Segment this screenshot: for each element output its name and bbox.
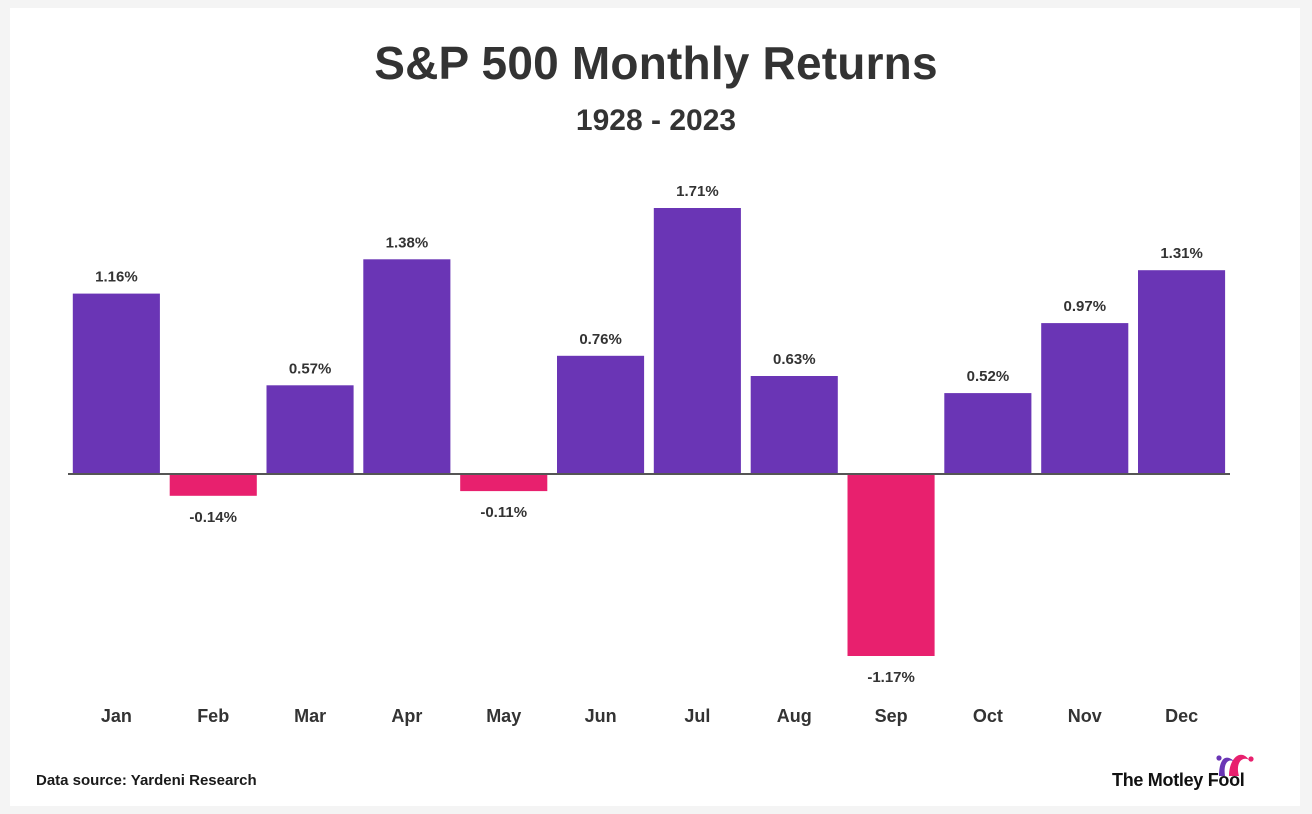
bar-jul xyxy=(653,208,741,474)
data-label-jan: 1.16% xyxy=(95,269,138,286)
bar-mar xyxy=(266,385,354,474)
data-label-jul: 1.71% xyxy=(676,183,719,200)
x-tick-label-apr: Apr xyxy=(391,706,422,726)
x-tick-label-jul: Jul xyxy=(684,706,710,726)
data-label-may: -0.11% xyxy=(480,504,527,521)
jester-hat-icon xyxy=(1216,754,1254,776)
chart-subtitle: 1928 - 2023 xyxy=(575,104,737,137)
bar-aug xyxy=(750,376,838,474)
chart-title: S&P 500 Monthly Returns xyxy=(374,37,938,89)
x-tick-label-sep: Sep xyxy=(875,706,908,726)
x-tick-label-oct: Oct xyxy=(973,706,1003,726)
bar-apr xyxy=(363,259,451,474)
x-tick-label-aug: Aug xyxy=(777,706,812,726)
data-label-sep: -1.17% xyxy=(867,669,915,686)
data-source-note: Data source: Yardeni Research xyxy=(36,772,257,789)
data-label-oct: 0.52% xyxy=(967,368,1010,385)
x-tick-label-may: May xyxy=(486,706,521,726)
x-tick-label-jun: Jun xyxy=(585,706,617,726)
x-tick-label-jan: Jan xyxy=(101,706,132,726)
bar-jan xyxy=(72,293,160,474)
data-label-nov: 0.97% xyxy=(1064,298,1107,315)
data-label-feb: -0.14% xyxy=(189,509,237,526)
data-label-jun: 0.76% xyxy=(579,331,622,348)
brand-name: The Motley Fool xyxy=(1112,770,1245,790)
bar-dec xyxy=(1138,270,1226,474)
x-tick-label-nov: Nov xyxy=(1068,706,1102,726)
x-tick-label-feb: Feb xyxy=(197,706,229,726)
bar-sep xyxy=(847,474,935,656)
x-tick-label-mar: Mar xyxy=(294,706,326,726)
data-label-mar: 0.57% xyxy=(289,360,332,377)
bar-oct xyxy=(944,393,1032,474)
bar-jun xyxy=(557,355,645,474)
bar-feb xyxy=(169,474,257,496)
bar-may xyxy=(460,474,548,492)
data-label-dec: 1.31% xyxy=(1160,245,1203,262)
data-label-apr: 1.38% xyxy=(386,234,429,251)
x-tick-label-dec: Dec xyxy=(1165,706,1198,726)
data-label-aug: 0.63% xyxy=(773,351,816,368)
bar-nov xyxy=(1041,323,1129,474)
